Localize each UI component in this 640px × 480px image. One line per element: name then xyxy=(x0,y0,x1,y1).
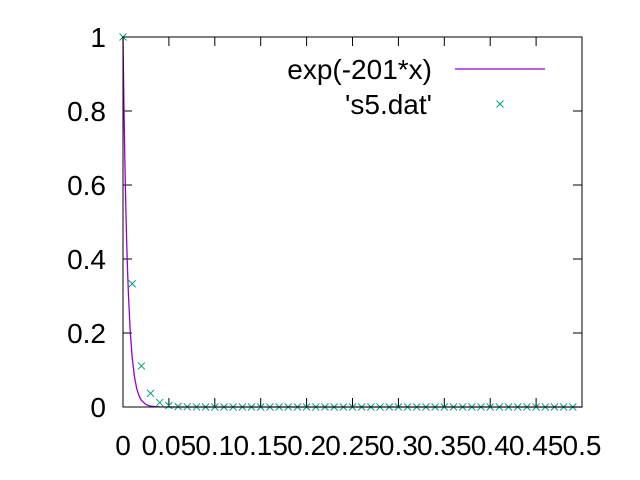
data-point xyxy=(155,398,164,407)
y-tick-label: 1 xyxy=(90,22,106,53)
x-tick-label: 0.5 xyxy=(563,430,602,461)
y-tick-label: 0.8 xyxy=(67,96,106,127)
legend: exp(-201*x) 's5.dat' xyxy=(287,54,545,120)
data-point xyxy=(137,362,146,370)
data-point xyxy=(174,402,182,411)
data-point xyxy=(165,401,173,410)
x-tick-label: 0.1 xyxy=(195,430,234,461)
x-tick-label: 0.3 xyxy=(379,430,418,461)
data-point xyxy=(146,389,155,398)
y-tick-labels: 0 0.2 0.4 0.6 0.8 1 xyxy=(67,22,106,423)
x-tick-label: 0.35 xyxy=(417,430,472,461)
x-tick-label: 0.25 xyxy=(325,430,380,461)
legend-swatch-marker xyxy=(496,100,504,108)
y-tick-label: 0 xyxy=(90,392,106,423)
legend-label-series-1: exp(-201*x) xyxy=(287,54,432,85)
legend-x-marker xyxy=(496,100,504,108)
plot-frame xyxy=(122,36,583,408)
x-tick-label: 0.4 xyxy=(471,430,510,461)
y-tick-label: 0.6 xyxy=(67,170,106,201)
x-tick-label: 0.2 xyxy=(287,430,326,461)
x-tick-label: 0.05 xyxy=(142,430,197,461)
x-tick-label: 0.45 xyxy=(509,430,564,461)
data-point xyxy=(128,279,137,288)
y-tick-label: 0.2 xyxy=(67,318,106,349)
x-tick-label: 0 xyxy=(115,430,131,461)
x-tick-labels: 0 0.05 0.1 0.15 0.2 0.25 0.3 0.35 0.4 0.45 0.5 xyxy=(115,430,601,461)
legend-label-series-2: 's5.dat' xyxy=(345,89,432,120)
y-tick-label: 0.4 xyxy=(67,244,106,275)
x-tick-label: 0.15 xyxy=(233,430,288,461)
